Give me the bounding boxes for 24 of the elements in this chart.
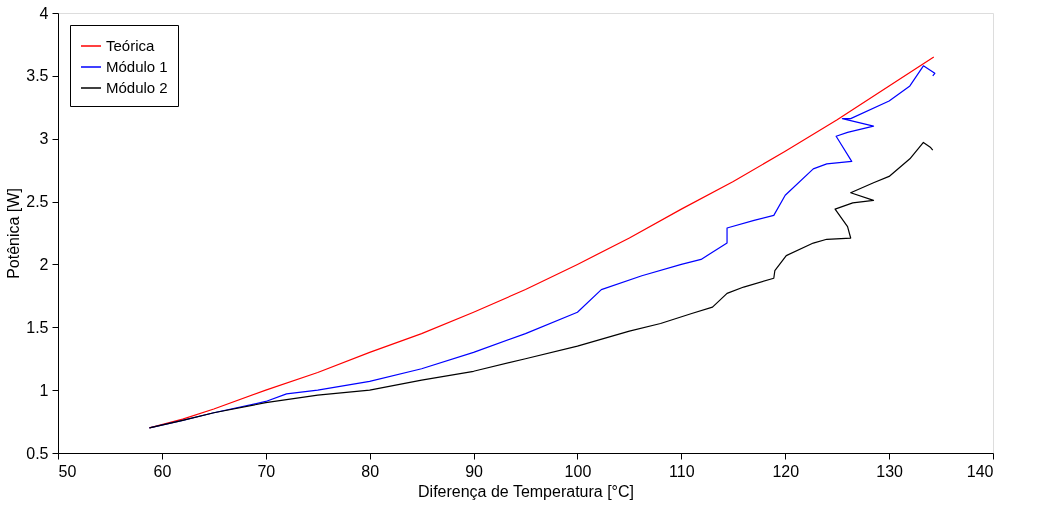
x-tick-label: 140: [966, 462, 994, 480]
x-tick-label: 120: [772, 462, 800, 480]
x-tick-label: 80: [361, 462, 380, 480]
y-tick-label: 1.5: [26, 318, 49, 336]
x-tick-label: 50: [58, 462, 77, 480]
x-tick-label: 70: [257, 462, 276, 480]
y-tick-label: 4: [39, 4, 49, 22]
y-tick-label: 0.5: [26, 444, 49, 462]
x-tick-label: 130: [876, 462, 904, 480]
x-tick-label: 60: [153, 462, 172, 480]
y-tick-label: 1: [39, 381, 49, 399]
legend-label: Módulo 1: [106, 58, 168, 75]
y-tick-label: 3: [39, 130, 49, 148]
legend-label: Teórica: [106, 37, 156, 54]
x-axis-title: Diferença de Temperatura [°C]: [418, 482, 634, 500]
y-tick-label: 2.5: [26, 193, 49, 211]
legend-label: Módulo 2: [106, 79, 168, 96]
y-tick-label: 2: [39, 255, 49, 273]
y-tick-label: 3.5: [26, 67, 49, 85]
line-series: [148, 141, 934, 429]
x-tick-label: 90: [465, 462, 484, 480]
x-tick-label: 110: [669, 462, 695, 480]
y-axis-title: Potênica [W]: [5, 188, 23, 279]
x-tick-label: 100: [564, 462, 592, 480]
